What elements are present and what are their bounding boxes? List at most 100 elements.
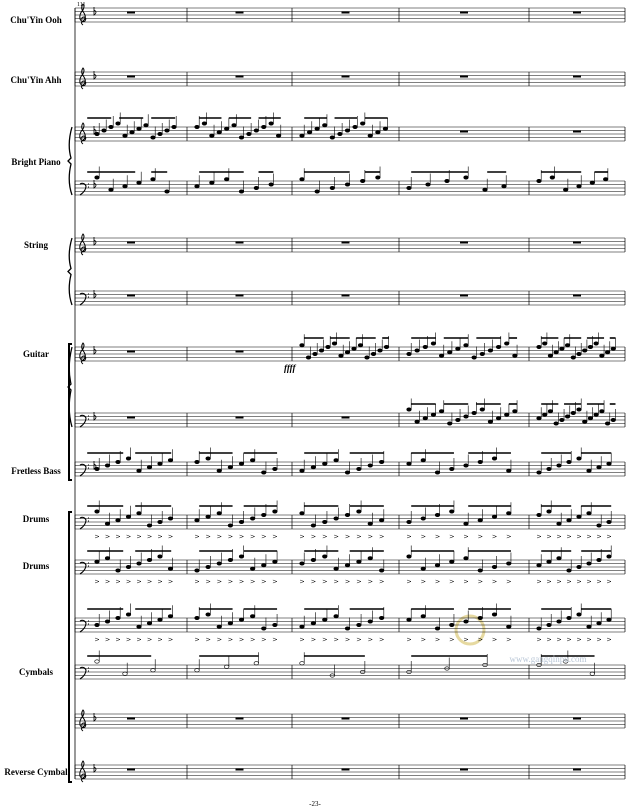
accent [576, 579, 582, 584]
note-head [576, 184, 582, 189]
note-head [589, 671, 595, 676]
note-head [338, 353, 344, 358]
note-head [582, 419, 588, 424]
whole-rest [341, 717, 350, 720]
whole-rest [573, 241, 581, 244]
whole-rest [573, 294, 581, 297]
note-head [157, 617, 163, 622]
note-head [122, 133, 128, 138]
note-head [487, 419, 494, 424]
note-head [299, 133, 305, 138]
note-head [438, 409, 445, 414]
watermark-logo [454, 614, 486, 646]
note-head [167, 566, 174, 571]
accent [136, 579, 142, 584]
whole-rest [127, 241, 135, 244]
accent [239, 579, 245, 584]
staff-label: Drums [23, 514, 50, 524]
accent [105, 637, 111, 642]
accent [566, 579, 572, 584]
note-head [367, 521, 373, 526]
note-head [479, 407, 485, 412]
note-head [167, 458, 174, 463]
note-head [224, 664, 230, 669]
accent [506, 637, 512, 642]
note-head [94, 559, 100, 564]
bass-clef [79, 292, 89, 306]
whole-rest [341, 416, 350, 419]
note-head [566, 518, 572, 523]
whole-rest [127, 416, 135, 419]
accent [115, 637, 121, 642]
note-head [194, 518, 200, 523]
note-head [157, 461, 163, 466]
note-head [542, 341, 548, 346]
accent [322, 637, 328, 642]
note-head [108, 187, 114, 192]
note-head [104, 556, 111, 561]
accent [272, 534, 278, 539]
accent [606, 637, 612, 642]
accent [379, 534, 385, 539]
accent [217, 637, 222, 642]
accent [206, 534, 211, 539]
accent [406, 579, 412, 584]
whole-rest [127, 294, 135, 297]
accent [421, 579, 426, 584]
note-head [506, 624, 512, 629]
note-head [272, 559, 278, 564]
note-head [593, 341, 599, 346]
staff-label: String [24, 240, 49, 250]
note-head [201, 121, 208, 126]
note-head [382, 126, 389, 131]
note-head [434, 563, 441, 568]
note-head [227, 465, 233, 470]
note-head [150, 668, 156, 673]
note-head [491, 514, 498, 519]
note-head [115, 518, 121, 523]
whole-rest [573, 717, 581, 720]
accent [334, 637, 339, 642]
note-head [556, 521, 562, 526]
accent [449, 534, 455, 539]
accent [299, 534, 305, 539]
accent [379, 579, 385, 584]
accent [322, 534, 328, 539]
accent [345, 579, 351, 584]
accent [311, 534, 317, 539]
note-head [420, 614, 426, 619]
note-head [596, 621, 602, 626]
note-head [553, 350, 559, 355]
accent [449, 579, 455, 584]
bass-clef [79, 561, 89, 575]
note-head [344, 350, 351, 355]
accent [566, 534, 572, 539]
note-head [491, 612, 498, 617]
accent [334, 534, 339, 539]
note-head [194, 668, 200, 673]
note-head [512, 409, 518, 414]
note-head [430, 341, 437, 346]
note-head [216, 511, 222, 516]
note-head [491, 456, 498, 461]
note-head [463, 343, 469, 348]
note-head [536, 416, 542, 421]
note-head [356, 509, 362, 514]
whole-rest [460, 241, 468, 244]
note-head [227, 621, 233, 626]
note-head [250, 614, 256, 619]
accent [546, 637, 552, 642]
note-head [547, 409, 554, 414]
note-head [504, 412, 510, 417]
accent [421, 534, 426, 539]
dynamic-mark: ffff [284, 363, 297, 373]
staff-label: Chu'Yin Ooh [10, 15, 61, 25]
whole-rest [573, 130, 581, 133]
note-head [224, 177, 230, 182]
note-head [379, 518, 385, 523]
whole-rest [460, 717, 468, 720]
brace [67, 126, 73, 196]
whole-rest [460, 130, 468, 133]
whole-rest [127, 11, 135, 14]
note-head [268, 121, 274, 126]
